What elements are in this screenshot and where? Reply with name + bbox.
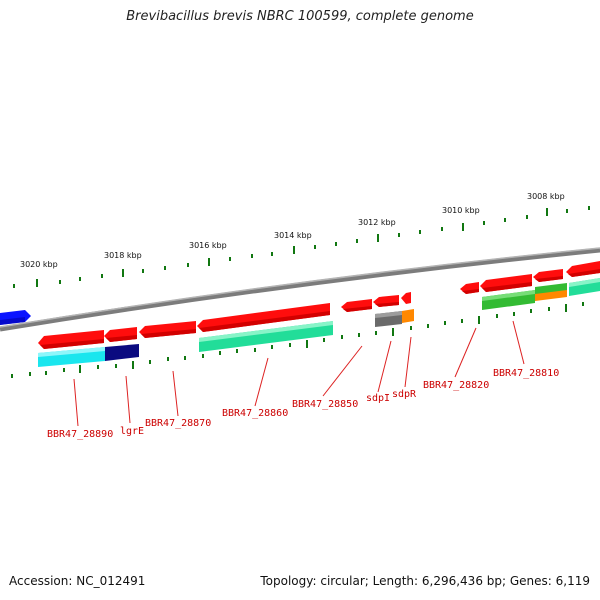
upper-scale-ticks — [13, 206, 590, 288]
feature-sdpi-light — [375, 311, 402, 318]
feature-bbr47-28820-light — [482, 290, 535, 301]
topology-text: Topology: circular; Length: 6,296,436 bp… — [260, 574, 590, 588]
feature-bbr47-28890-light — [38, 347, 105, 357]
feature-right-teal-light — [569, 278, 600, 287]
feature-lgre[interactable] — [105, 344, 139, 361]
scale-label-3014: 3014 kbp — [274, 231, 312, 240]
scale-label-3020: 3020 kbp — [20, 260, 58, 269]
gene-forward-blue-shade — [0, 317, 25, 325]
gene-label-bbr47-28810: BBR47_28810 — [493, 368, 559, 379]
gene-label-bbr47-28820: BBR47_28820 — [423, 380, 489, 391]
gene-bbr47-28860-shade — [199, 311, 330, 332]
gene-bbr47-28820-red-shade — [462, 289, 479, 294]
feature-bbr47-28860-light — [199, 321, 333, 342]
gene-red-right-2-shade — [568, 269, 600, 277]
scale-label-3018: 3018 kbp — [104, 251, 142, 260]
gene-bbr47-28870-shade — [141, 329, 196, 338]
feature-sdpr[interactable] — [402, 309, 414, 323]
lower-scale-ticks — [11, 302, 584, 378]
gene-label-sdpr: sdpR — [392, 389, 417, 400]
gene-label-bbr47-28860: BBR47_28860 — [222, 408, 288, 419]
scale-label-3010: 3010 kbp — [442, 206, 480, 215]
genome-backbone-highlight — [0, 247, 600, 328]
gene-lgre-shade — [106, 335, 137, 342]
gene-bbr47-28810-red-shade — [482, 282, 532, 292]
scale-label-3012: 3012 kbp — [358, 218, 396, 227]
genome-backbone — [0, 247, 600, 332]
gene-label-bbr47-28870: BBR47_28870 — [145, 418, 211, 429]
gene-red-right-1-shade — [535, 276, 563, 282]
feature-bbr47-28810-orange[interactable] — [535, 290, 567, 301]
gene-sdpr-red[interactable] — [401, 292, 411, 304]
scale-label-3008: 3008 kbp — [527, 192, 565, 201]
scale-label-3016: 3016 kbp — [189, 241, 227, 250]
gene-sdpi-red-shade — [375, 302, 399, 307]
gene-bbr47-28890-shade — [40, 339, 104, 349]
gene-label-sdpi: sdpI — [366, 393, 390, 404]
gene-label-bbr47-28890: BBR47_28890 — [47, 429, 113, 440]
gene-label-lgre: lgrE — [120, 426, 144, 437]
map-title: Brevibacillus brevis NBRC 100599, comple… — [126, 9, 474, 24]
label-leaders — [73, 320, 525, 427]
gene-label-bbr47-28850: BBR47_28850 — [292, 399, 358, 410]
accession-text: Accession: NC_012491 — [9, 574, 146, 588]
gene-bbr47-28850-shade — [343, 306, 372, 312]
